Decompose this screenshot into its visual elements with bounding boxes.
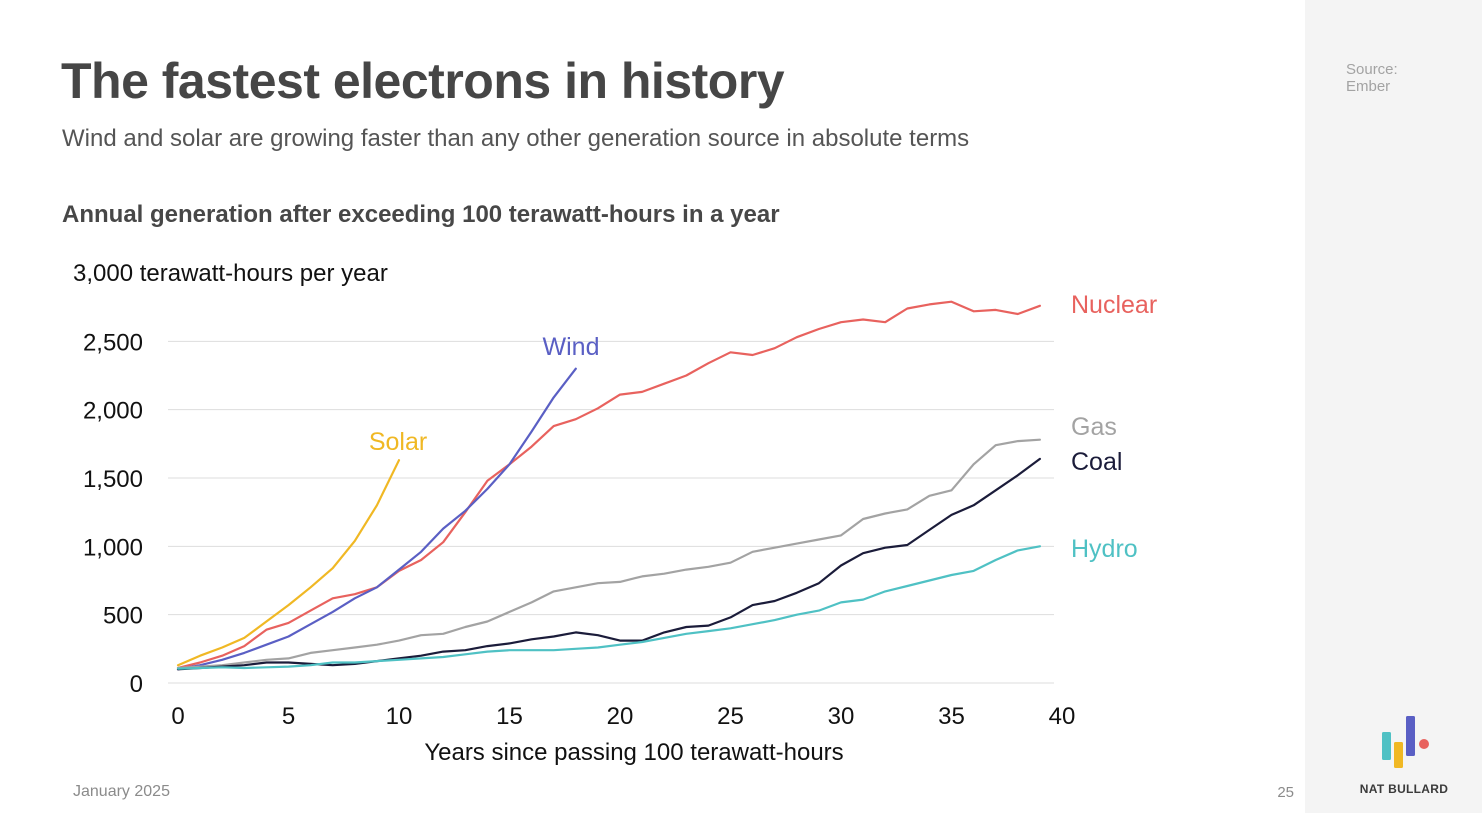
- x-tick-label: 10: [386, 703, 413, 730]
- source-note: Source: Ember: [1346, 61, 1398, 95]
- y-tick-label: 0: [130, 671, 143, 698]
- series-label-hydro: Hydro: [1071, 535, 1138, 563]
- brand-name: NAT BULLARD: [1359, 782, 1449, 796]
- y-tick-label: 2,500: [83, 329, 143, 356]
- x-tick-label: 35: [938, 703, 965, 730]
- series-line-solar: [176, 459, 401, 667]
- x-tick-label: 15: [496, 703, 523, 730]
- series-line-coal: [176, 457, 1042, 671]
- slide-subtitle: Wind and solar are growing faster than a…: [62, 125, 970, 152]
- y-axis-label: 3,000 terawatt-hours per year: [73, 260, 388, 287]
- series-label-nuclear: Nuclear: [1071, 291, 1157, 319]
- series-line-wind: [176, 367, 577, 671]
- series-label-wind: Wind: [543, 333, 600, 361]
- x-tick-label: 30: [828, 703, 855, 730]
- page-number: 25: [1277, 784, 1294, 801]
- y-tick-label: 500: [103, 603, 143, 630]
- slide-date: January 2025: [73, 783, 170, 800]
- chart-title: Annual generation after exceeding 100 te…: [62, 201, 780, 228]
- series-line-gas: [176, 438, 1042, 670]
- x-tick-label: 5: [282, 703, 295, 730]
- series-label-coal: Coal: [1071, 448, 1122, 476]
- sidebar-panel: [1305, 0, 1482, 813]
- series-label-gas: Gas: [1071, 413, 1117, 441]
- source-name: Ember: [1346, 78, 1391, 95]
- series-line-hydro: [176, 545, 1042, 670]
- source-label: Source:: [1346, 61, 1398, 78]
- line-chart: 0 500 1,000 1,500 2,000 2,500 3,000 terawatt-h…: [73, 260, 1157, 766]
- y-tick-label: 1,000: [83, 534, 143, 561]
- x-tick-label: 20: [607, 703, 634, 730]
- nat-bullard-logo-icon: [1382, 716, 1429, 768]
- y-tick-label: 1,500: [83, 466, 143, 493]
- x-tick-label: 0: [171, 703, 184, 730]
- x-tick-label: 25: [717, 703, 744, 730]
- series-line-nuclear: [176, 300, 1042, 670]
- x-axis-label: Years since passing 100 terawatt-hours: [424, 739, 843, 766]
- x-tick-label: 40: [1049, 703, 1076, 730]
- slide-title: The fastest electrons in history: [61, 53, 785, 109]
- series-label-solar: Solar: [369, 428, 427, 456]
- y-tick-label: 2,000: [83, 398, 143, 425]
